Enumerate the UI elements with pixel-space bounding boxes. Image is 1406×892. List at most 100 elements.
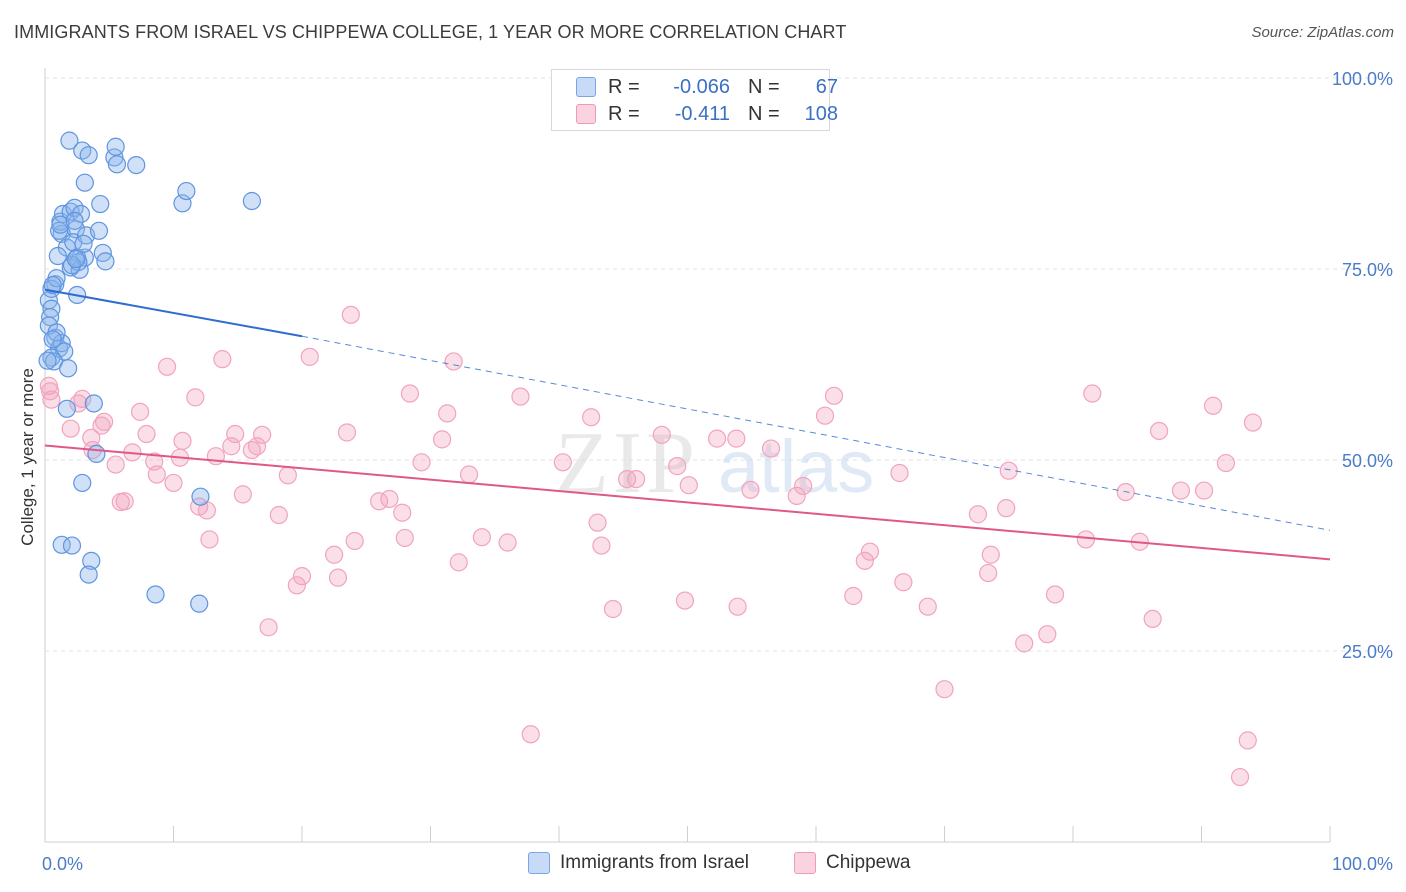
data-point-israel (242, 191, 261, 211)
data-point-israel (59, 359, 78, 378)
x-tick-labels: 0.0% 100.0% (42, 854, 1393, 874)
data-point-chippewa (41, 382, 60, 401)
data-point-chippewa (999, 461, 1018, 480)
data-point-chippewa (173, 431, 192, 450)
data-point-chippewa (1038, 625, 1057, 644)
legend-n-value: 67 (815, 75, 838, 98)
trend-line-chippewa (44, 444, 1331, 561)
data-point-chippewa (553, 453, 572, 472)
data-point-israel (79, 146, 98, 165)
y-tick-label: 100.0% (1332, 69, 1393, 89)
data-point-israel (82, 551, 101, 570)
data-point-israel (89, 221, 109, 240)
legend-item-chippewa[interactable]: Chippewa (794, 852, 911, 874)
data-point-chippewa (1015, 634, 1034, 653)
data-point-chippewa (292, 567, 312, 586)
data-point-israel (51, 215, 70, 234)
data-point-chippewa (1143, 609, 1162, 629)
data-point-israel (65, 211, 84, 230)
data-point-chippewa (668, 457, 687, 476)
data-point-israel (57, 399, 76, 418)
legend-row-chippewa: R = -0.411 N = 108 (576, 102, 838, 126)
data-point-chippewa (741, 480, 760, 499)
data-point-chippewa (444, 352, 463, 371)
data-point-chippewa (259, 618, 278, 637)
legend-item-israel[interactable]: Immigrants from Israel (528, 852, 749, 874)
data-point-israel (62, 536, 82, 555)
data-point-chippewa (521, 725, 540, 744)
data-point-chippewa (380, 489, 399, 509)
data-point-chippewa (449, 553, 468, 572)
y-axis-label: College, 1 year or more (18, 368, 37, 546)
legend-label-chippewa: Chippewa (826, 852, 911, 873)
source-label: Source: ZipAtlas.com (1251, 24, 1394, 41)
data-point-chippewa (1194, 481, 1214, 500)
data-point-chippewa (794, 476, 813, 496)
data-point-israel (74, 234, 93, 253)
data-point-chippewa (918, 597, 937, 616)
data-point-chippewa (73, 389, 92, 408)
data-point-chippewa (981, 545, 1000, 564)
data-point-chippewa (935, 680, 954, 699)
data-point-israel (106, 137, 125, 156)
data-point-chippewa (815, 406, 835, 425)
data-point-chippewa (728, 597, 747, 616)
y-tick-label: 50.0% (1342, 451, 1393, 471)
data-point-chippewa (498, 533, 517, 552)
data-point-chippewa (106, 455, 125, 474)
data-point-chippewa (1149, 421, 1169, 441)
data-point-chippewa (341, 305, 360, 324)
data-point-chippewa (979, 563, 998, 583)
data-point-israel (87, 444, 106, 463)
data-point-chippewa (675, 591, 695, 610)
data-point-chippewa (300, 347, 319, 366)
data-point-chippewa (582, 408, 601, 427)
data-point-chippewa (213, 350, 232, 369)
data-point-israel (52, 535, 71, 554)
data-point-chippewa (472, 528, 491, 547)
legend-r-value: -0.411 (674, 102, 730, 125)
data-point-chippewa (997, 499, 1016, 518)
data-point-israel (79, 565, 98, 584)
data-point-israel (48, 246, 67, 266)
data-point-israel (73, 473, 92, 493)
data-point-chippewa (186, 388, 205, 407)
data-point-chippewa (278, 466, 297, 485)
data-point-chippewa (164, 473, 183, 493)
data-point-chippewa (432, 430, 452, 449)
data-point-chippewa (707, 429, 727, 448)
legend-n-label: N = (748, 75, 780, 98)
data-point-chippewa (761, 439, 781, 458)
data-point-chippewa (860, 542, 880, 561)
data-point-chippewa (130, 402, 150, 421)
data-point-chippewa (894, 573, 913, 592)
data-point-israel (146, 585, 165, 604)
data-point-chippewa (1216, 453, 1236, 473)
data-point-chippewa (1045, 585, 1065, 604)
trend-line-israel (44, 288, 303, 338)
data-point-chippewa (588, 513, 607, 532)
data-point-chippewa (679, 476, 698, 495)
data-point-chippewa (1203, 396, 1223, 415)
data-point-israel (60, 131, 79, 150)
data-point-chippewa (287, 576, 306, 595)
data-point-israel (91, 194, 110, 214)
watermark-zip: ZIP (555, 415, 699, 512)
data-point-chippewa (626, 470, 646, 489)
legend-n-label: N = (748, 102, 780, 125)
data-point-chippewa (253, 425, 272, 444)
axes (44, 68, 1331, 843)
data-point-israel (190, 594, 209, 613)
series-chippewa (39, 305, 1263, 787)
legend-r-label: R = (608, 75, 640, 98)
legend-label-israel: Immigrants from Israel (560, 852, 749, 873)
data-point-chippewa (890, 463, 909, 483)
x-tick-label: 0.0% (42, 854, 83, 874)
data-point-chippewa (824, 386, 844, 405)
chart-title: IMMIGRANTS FROM ISRAEL VS CHIPPEWA COLLE… (14, 22, 847, 42)
data-point-chippewa (1238, 731, 1257, 750)
series-legend: Immigrants from Israel Chippewa (0, 852, 1406, 878)
legend-swatch-israel (528, 852, 550, 874)
data-point-chippewa (1076, 530, 1095, 549)
data-point-israel (75, 173, 94, 192)
